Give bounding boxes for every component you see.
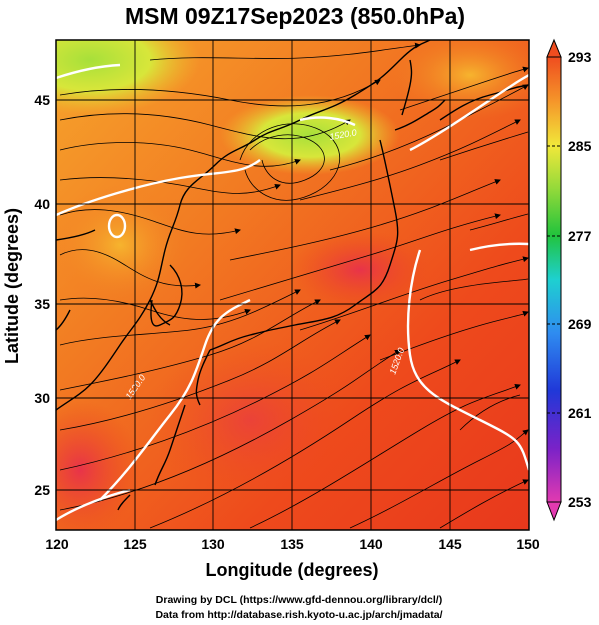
y-tick-label: 30 bbox=[34, 390, 50, 406]
colorbar-tick-label: 277 bbox=[568, 228, 592, 244]
colorbar: 293 285 277 269 261 253 bbox=[546, 38, 592, 522]
cold-region-north bbox=[220, 95, 400, 175]
colorbar-lower-arrow bbox=[546, 501, 562, 522]
x-tick-label: 140 bbox=[359, 536, 383, 552]
y-tick-label: 25 bbox=[34, 482, 50, 498]
x-tick-label: 150 bbox=[516, 536, 540, 552]
colorbar-tick-label: 269 bbox=[568, 316, 592, 332]
contour-line-north bbox=[56, 159, 261, 217]
contour-line-south bbox=[56, 488, 131, 522]
contour-label-3: 1520.0 bbox=[329, 127, 358, 142]
y-tick-label: 35 bbox=[34, 296, 50, 312]
credit-data: Data from http://database.rish.kyoto-u.a… bbox=[155, 609, 442, 621]
hot-region-southwest bbox=[56, 400, 140, 530]
colorbar-tick-labels: 293 285 277 269 261 253 bbox=[568, 49, 592, 510]
x-axis-ticks: 120 125 130 135 140 145 150 bbox=[45, 536, 540, 552]
contour-line-northwest bbox=[56, 63, 121, 80]
y-tick-label: 45 bbox=[34, 92, 50, 108]
colorbar-tick-marks bbox=[547, 145, 561, 414]
y-tick-label: 40 bbox=[34, 196, 50, 212]
contour-line-east-top bbox=[469, 242, 529, 252]
colorbar-tick-label: 285 bbox=[568, 138, 592, 154]
map-title: MSM 09Z17Sep2023 (850.0hPa) bbox=[125, 3, 465, 29]
colorbar-tick-label: 293 bbox=[568, 49, 592, 65]
plot-frame bbox=[55, 39, 530, 531]
map-plot-area: 1520.0 1520.0 1520.0 bbox=[56, 40, 529, 530]
x-tick-label: 130 bbox=[201, 536, 225, 552]
contour-line-north-center bbox=[299, 116, 356, 127]
colorbar-tick-label: 261 bbox=[568, 405, 592, 421]
contour-line-east bbox=[406, 249, 529, 471]
x-tick-label: 125 bbox=[123, 536, 147, 552]
colorbar-scale bbox=[546, 56, 562, 503]
colorbar-tick-label: 253 bbox=[568, 494, 592, 510]
grid-lines bbox=[56, 40, 529, 530]
hot-region-south bbox=[150, 340, 350, 500]
contour-closed-loop bbox=[107, 213, 127, 239]
y-axis-ticks: 45 40 35 30 25 bbox=[34, 92, 50, 498]
x-axis-title: Longitude (degrees) bbox=[205, 560, 378, 580]
warm-region-northeast bbox=[390, 40, 529, 120]
credit-drawing: Drawing by DCL (https://www.gfd-dennou.o… bbox=[156, 594, 442, 606]
coastlines bbox=[56, 40, 529, 511]
warm-region-west bbox=[56, 185, 190, 305]
x-tick-label: 120 bbox=[45, 536, 69, 552]
x-tick-label: 135 bbox=[280, 536, 304, 552]
x-tick-label: 145 bbox=[438, 536, 462, 552]
y-axis-title: Latitude (degrees) bbox=[2, 208, 22, 364]
colorbar-upper-arrow bbox=[546, 38, 562, 58]
